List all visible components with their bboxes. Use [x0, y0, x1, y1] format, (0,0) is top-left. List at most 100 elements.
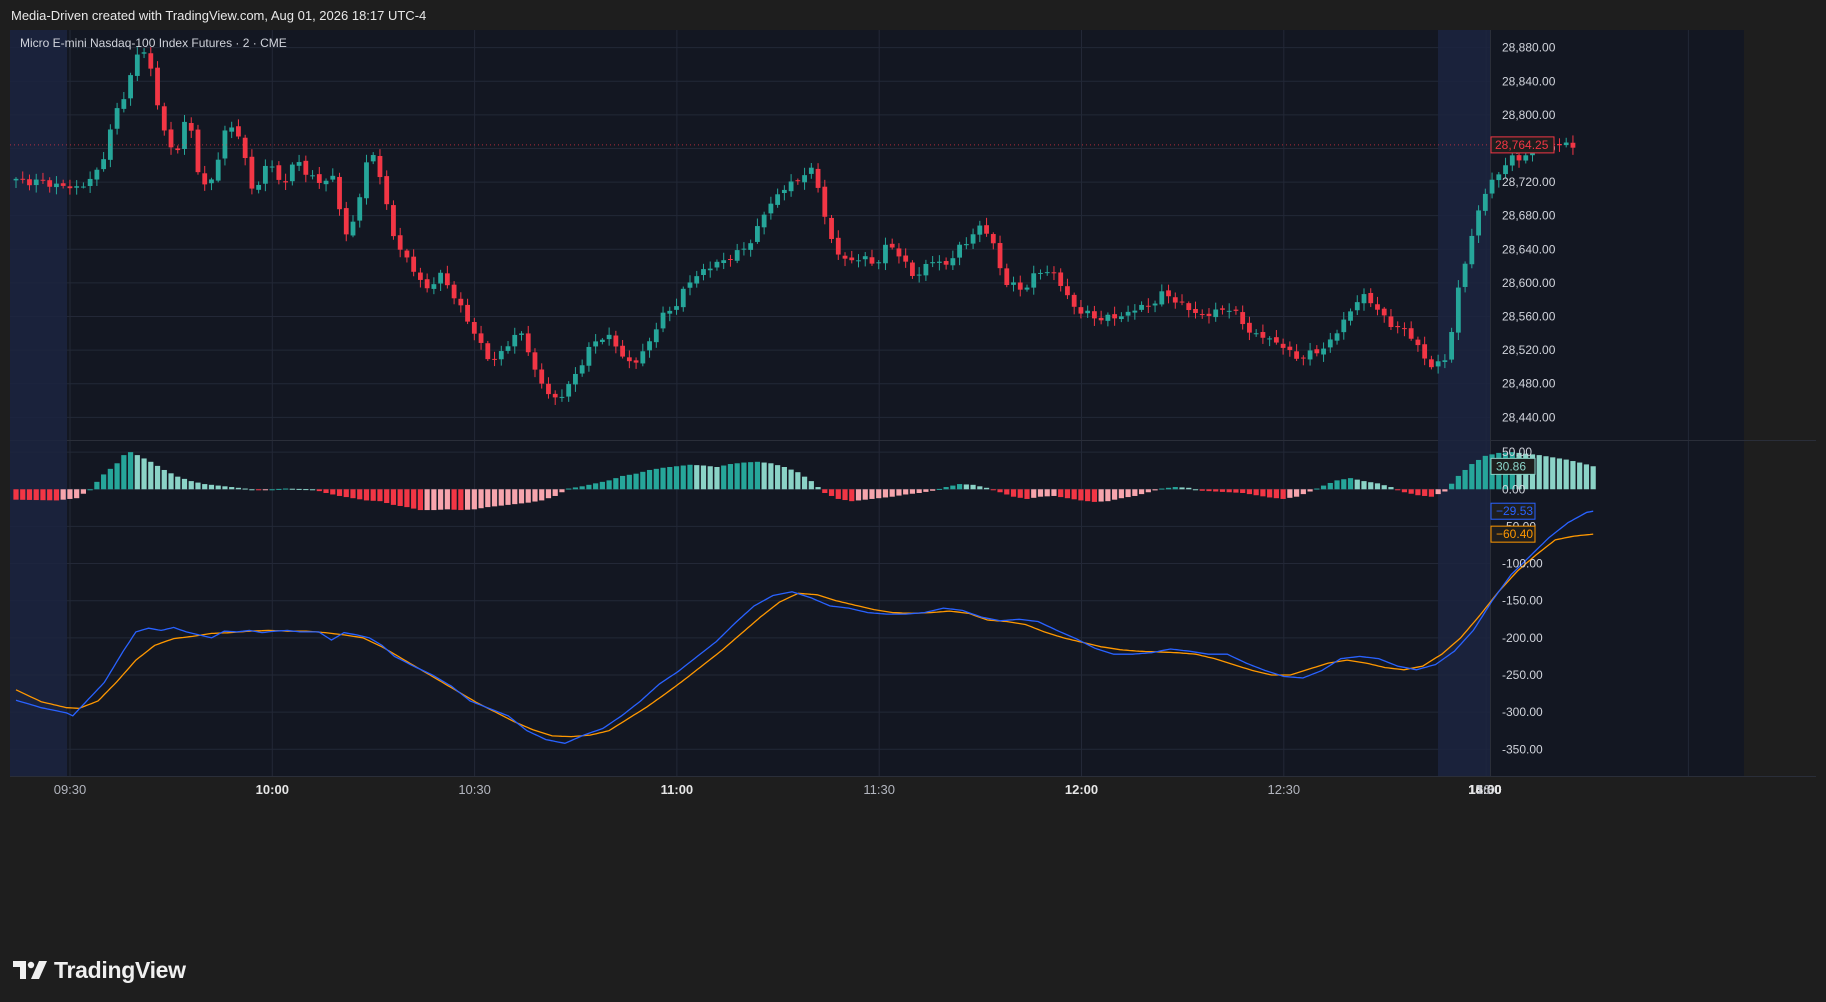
- chart-canvas[interactable]: 28,440.00 28,480.00 28,520.00 28,560.00 28,6…: [10, 30, 1816, 936]
- candle-body: [734, 250, 740, 261]
- candle: [829, 214, 834, 244]
- chart-container[interactable]: 28,440.00 28,480.00 28,520.00 28,560.00 28,6…: [10, 30, 1816, 936]
- candle-body: [350, 221, 356, 236]
- candle-body: [1294, 351, 1299, 359]
- histogram-bar: [1469, 464, 1475, 490]
- histogram-bar: [849, 489, 855, 502]
- candle: [1051, 266, 1057, 281]
- candle: [761, 211, 767, 235]
- histogram-bar: [687, 464, 693, 490]
- tradingview-logo[interactable]: TradingView: [12, 955, 186, 985]
- histogram-bar: [889, 489, 895, 497]
- candle: [579, 359, 585, 377]
- histogram-bar: [1165, 487, 1172, 490]
- candle: [1300, 355, 1306, 366]
- histogram-bar: [620, 475, 626, 490]
- candle: [323, 178, 329, 192]
- histogram-bar: [1395, 489, 1401, 491]
- histogram-bar: [370, 489, 376, 501]
- histogram-bar: [485, 489, 491, 508]
- candle-body: [1051, 272, 1057, 274]
- histogram-bar: [40, 489, 46, 501]
- histogram-bar: [1381, 485, 1387, 490]
- candle: [364, 154, 369, 205]
- candle: [1314, 345, 1320, 357]
- candle: [768, 196, 774, 220]
- histogram-bar: [633, 473, 639, 490]
- time-tick-label: 15:00: [1468, 782, 1501, 797]
- candle-body: [1112, 314, 1118, 319]
- candle-body: [121, 99, 127, 109]
- time-tick-label: 09:30: [54, 782, 87, 797]
- candle-body: [1354, 302, 1360, 311]
- macd-lines[interactable]: [15, 510, 1594, 744]
- candle-body: [1085, 310, 1091, 314]
- candle-body: [795, 180, 801, 182]
- candle: [40, 172, 46, 184]
- candle-body: [148, 53, 154, 69]
- candle: [1199, 309, 1205, 319]
- histogram-bar: [593, 483, 599, 490]
- candle-body: [492, 358, 497, 360]
- time-tick-label: 12:00: [1065, 782, 1098, 797]
- candle-body: [1159, 291, 1165, 305]
- histogram-bar: [640, 471, 646, 490]
- candle: [303, 155, 309, 183]
- histogram-bar: [775, 465, 781, 490]
- time-axis[interactable]: 09:30 10:00 10:30 11:00 11:30 12:00 12:30 13:00…: [54, 782, 1502, 797]
- histogram-bar: [599, 481, 605, 490]
- candle-body: [1004, 268, 1010, 285]
- candle-body: [195, 129, 201, 173]
- macd-histogram[interactable]: [13, 452, 1596, 511]
- candle: [512, 327, 518, 354]
- candle: [438, 269, 444, 291]
- candle: [910, 260, 915, 279]
- candle: [552, 390, 558, 405]
- histogram-bar: [444, 489, 450, 510]
- macd-tick-label: -150.00: [1502, 594, 1543, 608]
- candlestick-series[interactable]: [13, 47, 1576, 405]
- candle-body: [1213, 309, 1219, 318]
- histogram-bar: [202, 484, 208, 490]
- candle-body: [391, 205, 396, 237]
- candle: [788, 174, 794, 197]
- price-axis[interactable]: 28,440.00 28,480.00 28,520.00 28,560.00 28,6…: [1502, 41, 1556, 757]
- candle: [148, 47, 154, 77]
- histogram-value-label: 30.86: [1496, 459, 1526, 473]
- candle-body: [613, 335, 619, 347]
- histogram-bar: [808, 481, 814, 490]
- premarket-shade: [10, 30, 67, 776]
- histogram-bar: [923, 489, 929, 492]
- candle: [1381, 306, 1387, 323]
- candle: [276, 161, 282, 185]
- histogram-bar: [525, 489, 531, 503]
- candle: [728, 254, 733, 267]
- histogram-bar: [323, 489, 329, 493]
- candle: [229, 121, 235, 139]
- candle-body: [930, 262, 936, 264]
- candle: [694, 270, 700, 288]
- histogram-bar: [970, 484, 976, 490]
- candle-body: [606, 334, 612, 340]
- candle-body: [1031, 273, 1037, 288]
- histogram-bar: [1334, 480, 1340, 490]
- candle: [1004, 263, 1010, 288]
- histogram-bar: [175, 476, 181, 490]
- candle-body: [775, 194, 781, 205]
- candle: [13, 177, 19, 188]
- candle-body: [1065, 286, 1070, 296]
- candle: [593, 334, 599, 354]
- histogram-bar: [1449, 483, 1455, 490]
- candle: [478, 325, 484, 350]
- candle-body: [316, 174, 322, 183]
- candle-body: [478, 333, 484, 343]
- histogram-bar: [1475, 459, 1482, 490]
- candle-body: [1375, 304, 1380, 310]
- candle-body: [957, 244, 962, 258]
- histogram-bar: [215, 485, 221, 490]
- candle: [1011, 276, 1016, 292]
- brand-name: TradingView: [54, 956, 186, 983]
- signal-value-badge: [1490, 525, 1536, 543]
- histogram-bar: [114, 463, 120, 490]
- histogram-bar: [930, 489, 936, 491]
